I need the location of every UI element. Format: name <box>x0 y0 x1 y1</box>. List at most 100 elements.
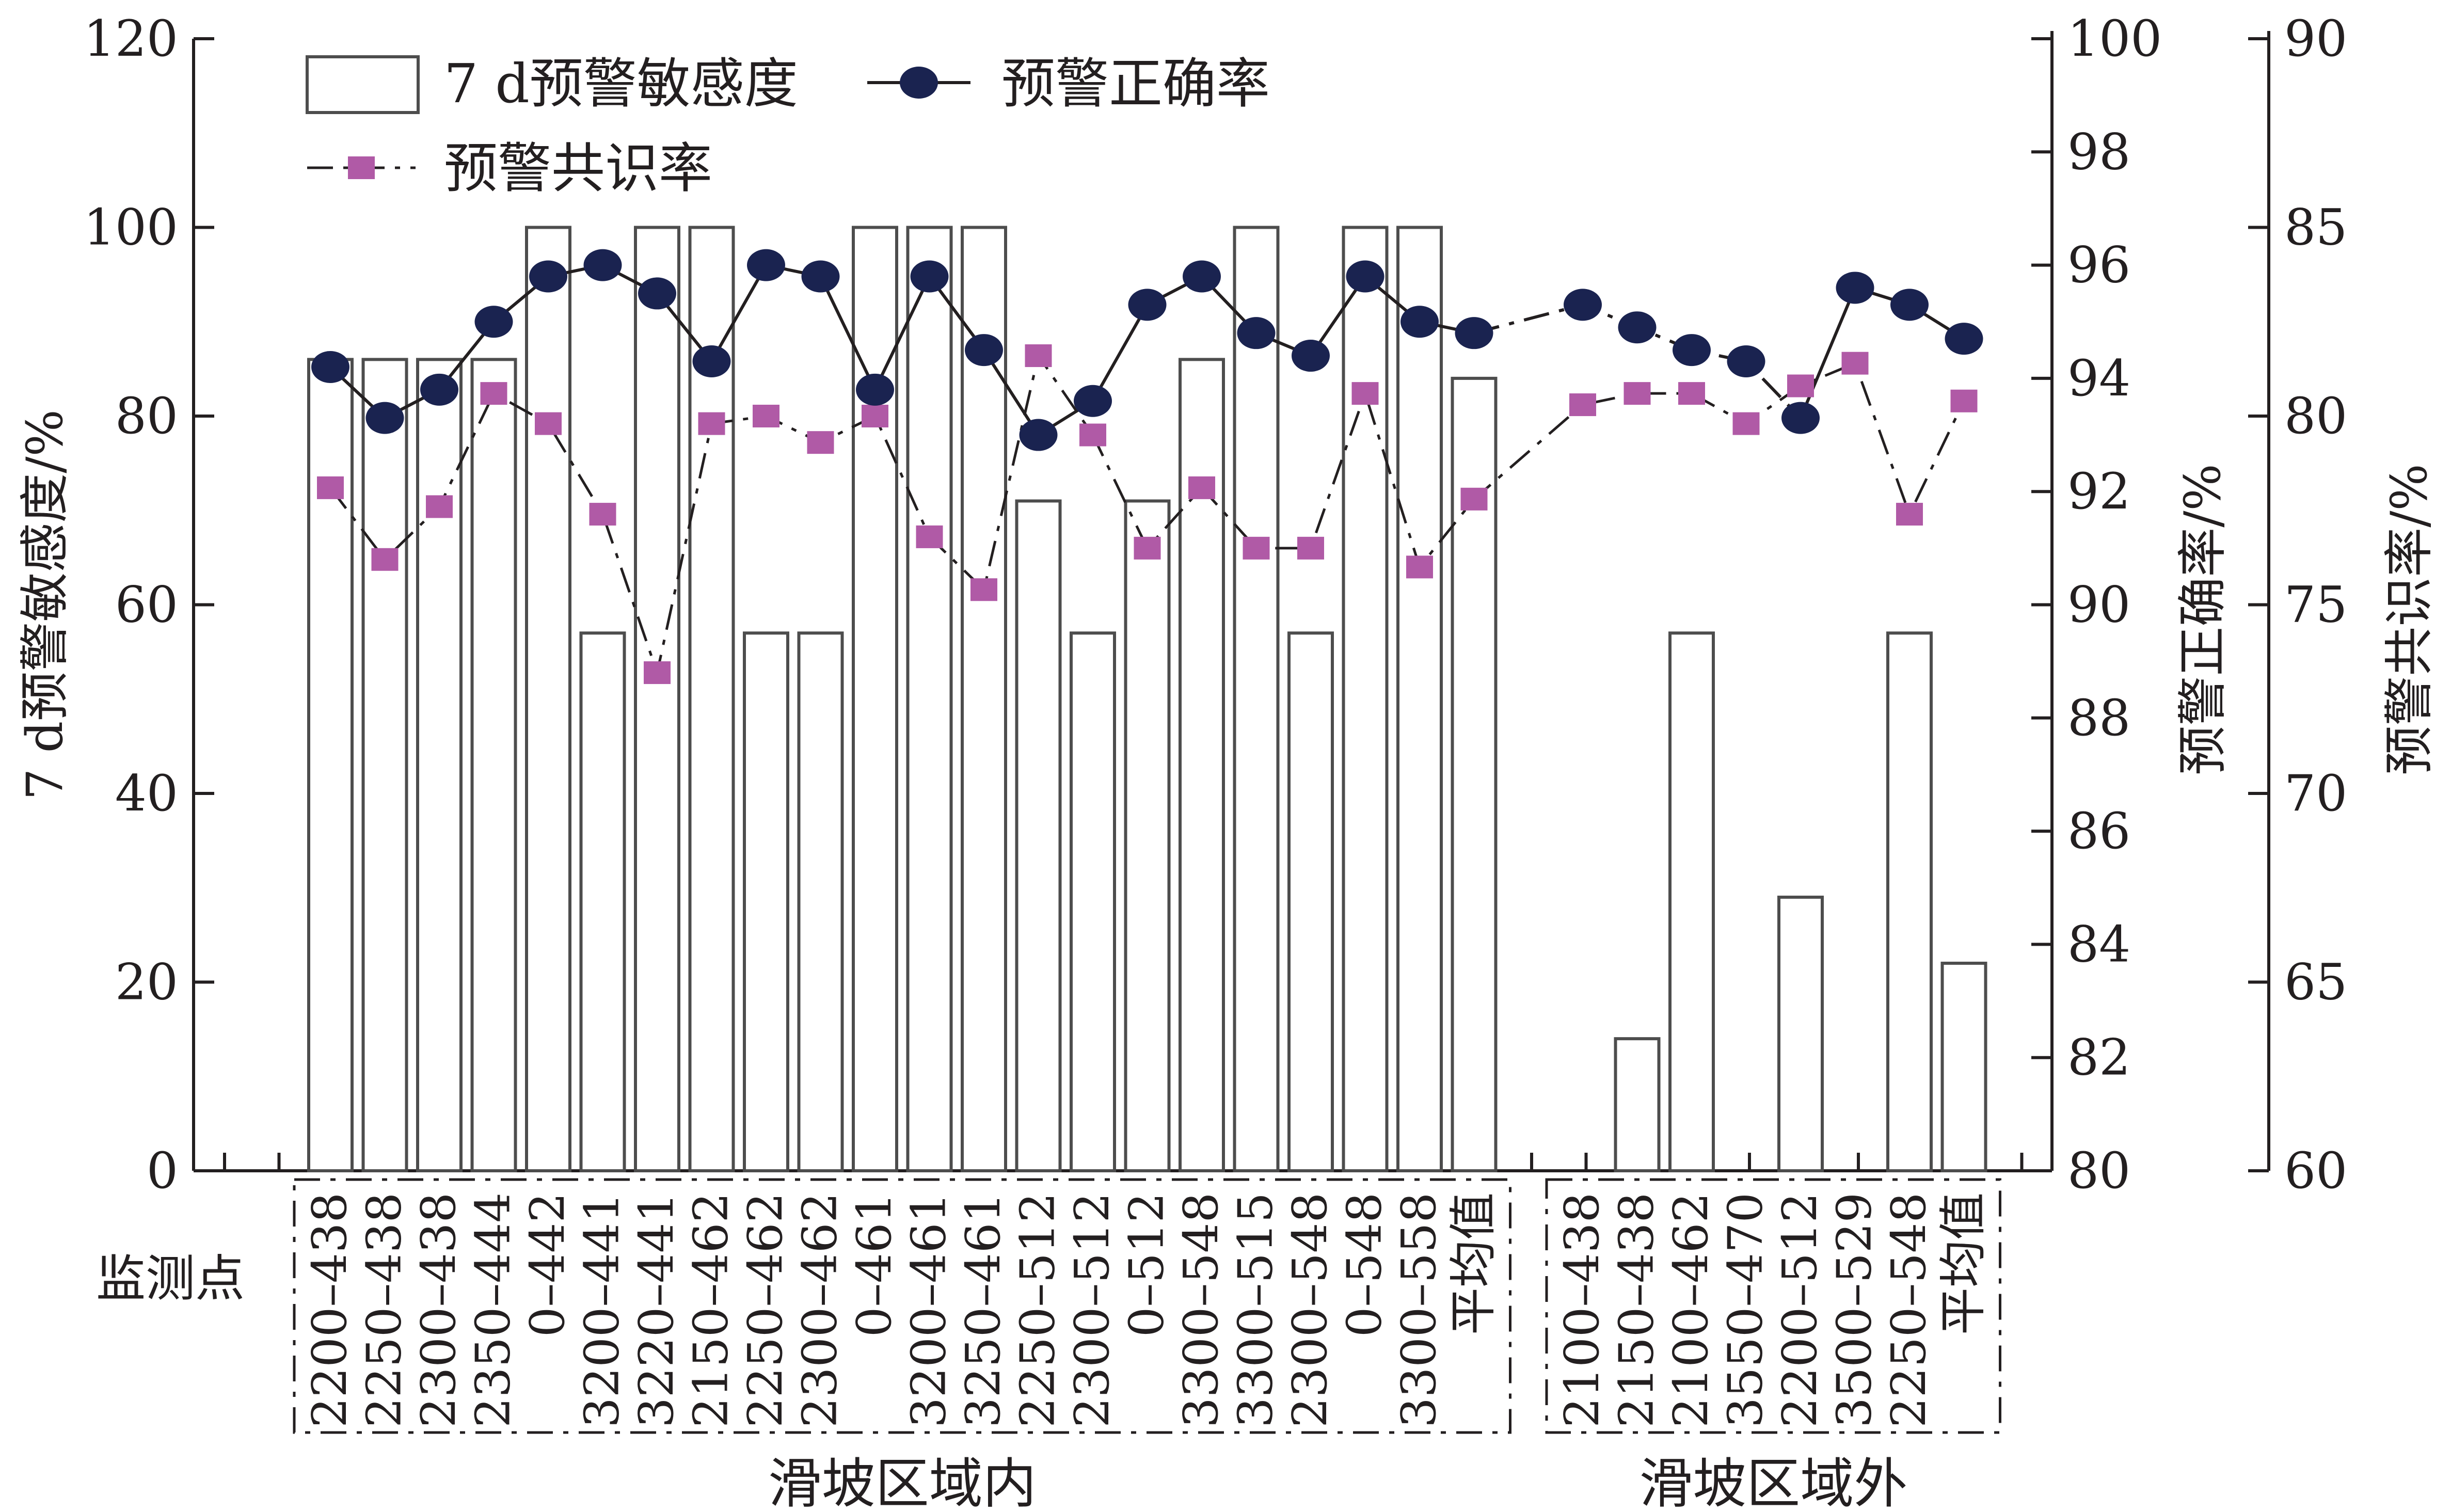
accuracy-point <box>365 402 404 434</box>
accuracy-point <box>1890 289 1929 321</box>
consensus-point <box>480 382 507 405</box>
accuracy-point <box>1564 289 1602 321</box>
y-right1-tick-label: 86 <box>2067 802 2130 860</box>
accuracy-point <box>1019 419 1058 451</box>
legend-label-sensitivity: 7 d预警敏感度 <box>444 52 798 115</box>
consensus-point <box>807 431 834 454</box>
accuracy-point <box>1727 345 1765 378</box>
consensus-point <box>698 412 725 435</box>
y-right2-tick-label: 80 <box>2284 387 2347 445</box>
x-category-label: 2250–512 <box>1010 1192 1065 1428</box>
group-label: 滑坡区域外 <box>1639 1452 1907 1509</box>
bar <box>1015 499 1062 1172</box>
bar <box>852 226 898 1172</box>
consensus-point <box>535 412 562 435</box>
y-right1-tick-label: 98 <box>2067 123 2130 181</box>
x-category-label: 2300–548 <box>1282 1192 1338 1428</box>
accuracy-point <box>1074 385 1112 417</box>
x-category-label: 2250–462 <box>738 1192 793 1428</box>
y-right1-tick-label: 92 <box>2067 463 2130 520</box>
accuracy-point <box>1346 260 1384 293</box>
y-left-tick-label: 100 <box>84 199 178 257</box>
bar <box>1070 631 1116 1172</box>
consensus-point <box>1297 536 1324 560</box>
x-category-label: 2200–438 <box>302 1192 357 1428</box>
bar <box>1342 226 1389 1172</box>
accuracy-point <box>1183 260 1221 293</box>
accuracy-point <box>1673 334 1711 367</box>
y-left-tick-label: 0 <box>147 1142 178 1200</box>
consensus-point <box>1406 555 1433 579</box>
bar <box>1124 499 1171 1172</box>
legend-bar-swatch <box>306 55 420 114</box>
y-left-axis-title: 7 d预警敏感度/% <box>16 409 74 800</box>
accuracy-point <box>529 260 567 293</box>
bar <box>361 358 408 1172</box>
y-right2-tick-label: 75 <box>2284 576 2347 634</box>
y-right2-tick-label: 60 <box>2284 1142 2347 1200</box>
accuracy-line <box>329 263 1475 437</box>
x-category-label: 0–461 <box>847 1192 902 1337</box>
consensus-point <box>426 495 453 518</box>
x-category-label: 0–548 <box>1337 1192 1392 1337</box>
consensus-point <box>1841 352 1869 375</box>
accuracy-point <box>747 249 785 281</box>
accuracy-point <box>1618 311 1657 344</box>
y-right2-tick-label: 85 <box>2284 199 2347 257</box>
x-category-label: 2100–438 <box>1554 1192 1610 1428</box>
accuracy-point <box>1945 323 1983 355</box>
x-category-label: 2100–462 <box>1663 1192 1718 1428</box>
accuracy-point <box>1128 289 1167 321</box>
y-right2-tick-label: 90 <box>2284 10 2347 68</box>
bar <box>470 358 517 1172</box>
accuracy-point <box>801 260 840 293</box>
consensus-point <box>644 661 671 685</box>
accuracy-point <box>856 373 894 406</box>
consensus-point <box>1678 382 1705 405</box>
x-category-label: 3250–461 <box>956 1192 1011 1428</box>
consensus-point <box>862 405 888 427</box>
legend-label-consensus: 预警共识率 <box>444 137 712 200</box>
x-category-label: 3200–461 <box>901 1192 957 1428</box>
x-category-label: 平均值 <box>1936 1192 1991 1335</box>
bar <box>961 226 1007 1172</box>
x-category-label: 2350–444 <box>466 1192 521 1428</box>
bar <box>1940 961 1987 1172</box>
x-category-label: 2250–548 <box>1881 1192 1936 1428</box>
x-category-label: 2250–438 <box>357 1192 412 1428</box>
accuracy-point <box>1836 272 1874 304</box>
x-category-label: 2150–438 <box>1609 1192 1664 1428</box>
consensus-point <box>1351 382 1379 405</box>
y-right1-tick-label: 88 <box>2067 689 2130 747</box>
consensus-point <box>589 503 616 526</box>
bar <box>1614 1037 1661 1173</box>
consensus-point <box>1188 476 1215 499</box>
y-right1-tick-label: 100 <box>2067 10 2162 68</box>
y-right2-tick-label: 70 <box>2284 765 2347 822</box>
y-left-tick-label: 20 <box>115 953 178 1011</box>
consensus-point <box>1624 382 1651 405</box>
accuracy-point <box>583 249 622 281</box>
y-left-tick-label: 60 <box>115 576 178 634</box>
accuracy-point <box>1292 340 1330 372</box>
accuracy-point <box>1400 306 1439 338</box>
consensus-point <box>1460 487 1488 511</box>
y-right1-tick-label: 90 <box>2067 576 2130 634</box>
accuracy-point <box>965 334 1003 367</box>
consensus-point <box>1950 389 1978 412</box>
group-label: 滑坡区域内 <box>768 1452 1037 1509</box>
accuracy-point <box>1455 317 1493 349</box>
bar <box>634 226 680 1172</box>
x-category-label: 2200–512 <box>1772 1192 1827 1428</box>
x-axis-title: 监测点 <box>96 1250 245 1308</box>
consensus-point <box>1787 374 1814 397</box>
consensus-point <box>753 405 779 427</box>
accuracy-point <box>692 345 731 378</box>
x-category-label: 2300–462 <box>792 1192 848 1428</box>
x-category-label: 3220–441 <box>629 1192 684 1428</box>
x-category-label: 3500–529 <box>1827 1192 1882 1428</box>
accuracy-point <box>1237 317 1276 349</box>
consensus-point <box>1243 536 1270 560</box>
